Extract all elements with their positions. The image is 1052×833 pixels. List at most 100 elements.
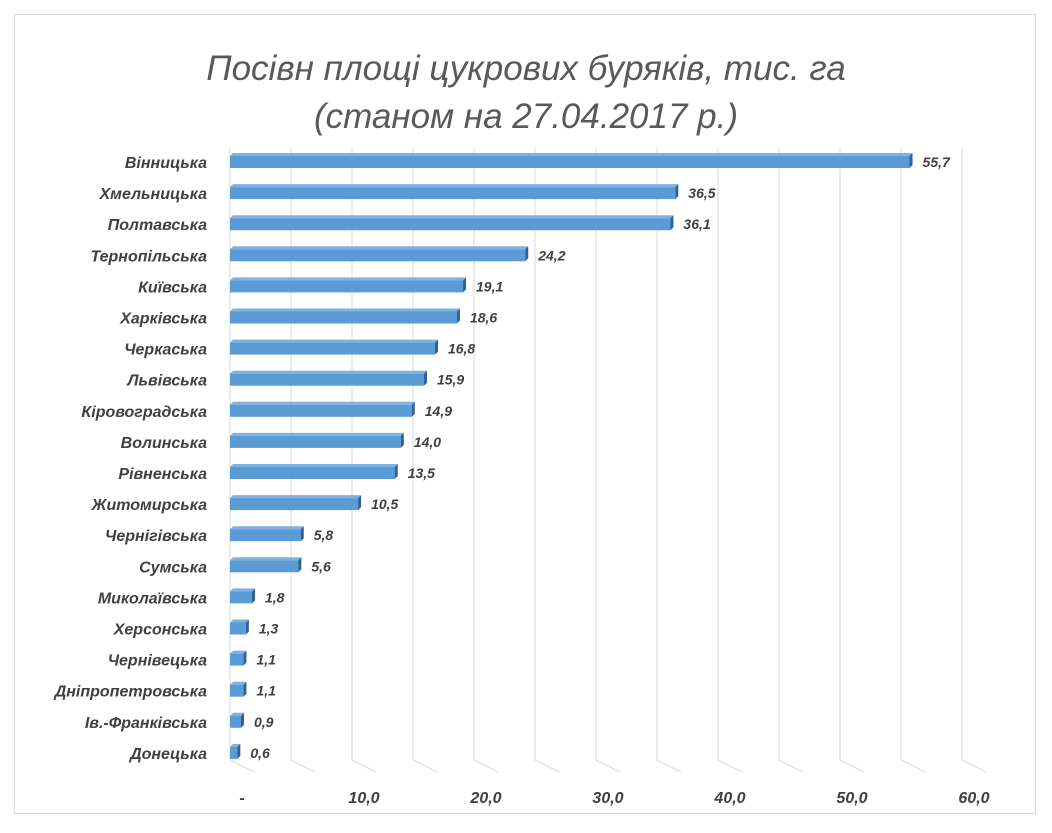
bar-side	[245, 619, 249, 635]
category-label: Дніпропетровська	[53, 684, 207, 701]
bar-side	[456, 308, 460, 324]
bar-side	[400, 432, 404, 448]
gridline-floor	[229, 759, 255, 773]
bar-top	[230, 526, 304, 530]
bar-side	[423, 370, 427, 386]
bar	[230, 715, 241, 728]
bar-side	[243, 650, 247, 666]
chart-title-line-2: (станом на 27.04.2017 р.)	[313, 97, 739, 136]
bar-side	[909, 153, 913, 168]
bar-top	[230, 557, 302, 561]
category-label: Вінницька	[125, 155, 207, 172]
x-tick-label: 50,0	[836, 790, 867, 807]
bar-top	[230, 370, 427, 374]
gridline-floor	[351, 759, 377, 773]
bar	[230, 467, 395, 479]
x-tick-label: 10,0	[348, 790, 379, 807]
value-label: 1,1	[256, 652, 276, 668]
bar	[230, 560, 299, 573]
bar-top	[230, 743, 241, 747]
category-label: Волинська	[121, 435, 207, 452]
bar	[230, 529, 301, 542]
bar-top	[230, 495, 362, 499]
bar-top	[230, 681, 247, 685]
bar-side	[300, 526, 304, 542]
bar-top	[230, 153, 913, 156]
gridline-floor	[717, 759, 743, 773]
value-label: 15,9	[437, 372, 464, 388]
value-label: 16,8	[448, 341, 475, 357]
value-label: 1,1	[256, 683, 276, 699]
gridline-floor	[839, 759, 865, 773]
bar-top	[230, 588, 255, 592]
category-label: Чернігівська	[105, 528, 207, 545]
bar-top	[230, 339, 438, 343]
category-label: Донецька	[128, 746, 207, 763]
chart-title-line-1: Посівн площі цукрових буряків, тис. га	[206, 49, 846, 88]
bar-side	[298, 557, 302, 573]
bar-side	[411, 401, 415, 417]
bar	[230, 653, 244, 666]
value-label: 55,7	[923, 154, 951, 170]
category-label: Черкаська	[124, 342, 207, 359]
bar	[230, 311, 457, 324]
bar	[230, 342, 435, 355]
gridline-floor	[900, 759, 926, 773]
gridline-floor	[534, 759, 560, 773]
gridline-floor	[412, 759, 438, 773]
bar	[230, 249, 526, 262]
bar-top	[230, 432, 404, 436]
bar	[230, 187, 676, 200]
bar-side	[394, 464, 398, 479]
bar-side	[670, 215, 674, 231]
bar-top	[230, 401, 415, 405]
category-label: Харківська	[119, 311, 207, 328]
value-label: 5,8	[314, 527, 334, 543]
gridline-floor	[961, 759, 987, 773]
category-label: Житомирська	[91, 497, 207, 514]
x-tick-label: 30,0	[592, 790, 623, 807]
x-tick-label: -	[239, 790, 244, 807]
bar-side	[251, 588, 255, 604]
x-tick-label: 20,0	[469, 790, 501, 807]
value-label: 0,6	[250, 745, 270, 761]
bar	[230, 404, 412, 417]
bar	[230, 684, 244, 697]
category-label: Херсонська	[113, 622, 207, 639]
bar	[230, 498, 359, 511]
value-label: 24,2	[537, 247, 565, 263]
category-label: Полтавська	[108, 217, 207, 234]
gridline-floor	[473, 759, 499, 773]
chart-title: Посівн площі цукрових буряків, тис. га (…	[15, 45, 1037, 141]
value-label: 14,9	[425, 403, 452, 419]
bar-side	[525, 246, 529, 262]
category-label: Кіровоградська	[81, 404, 207, 421]
bar-top	[230, 277, 467, 281]
gridline-floor	[290, 759, 316, 773]
bar-top	[230, 246, 529, 250]
value-label: 0,9	[254, 714, 274, 730]
bar	[230, 435, 401, 448]
value-label: 10,5	[371, 496, 398, 512]
chart-frame: Посівн площі цукрових буряків, тис. га (…	[14, 14, 1036, 814]
bar-side	[240, 712, 244, 728]
value-label: 18,6	[470, 310, 497, 326]
x-tick-label: 40,0	[713, 790, 745, 807]
bar-side	[237, 743, 241, 759]
category-label: Київська	[138, 279, 207, 296]
gridline-floor	[778, 759, 804, 773]
bar	[230, 373, 424, 386]
bar	[230, 156, 910, 168]
value-label: 5,6	[311, 558, 331, 574]
bar-side	[243, 681, 247, 697]
bar-side	[675, 184, 679, 200]
bar-top	[230, 712, 244, 716]
bar-side	[358, 495, 362, 511]
value-label: 1,3	[259, 621, 279, 637]
category-label: Миколаївська	[98, 590, 207, 607]
value-label: 36,5	[688, 185, 715, 201]
value-label: 1,8	[265, 589, 285, 605]
bar	[230, 218, 671, 231]
category-label: Львівська	[127, 373, 208, 390]
